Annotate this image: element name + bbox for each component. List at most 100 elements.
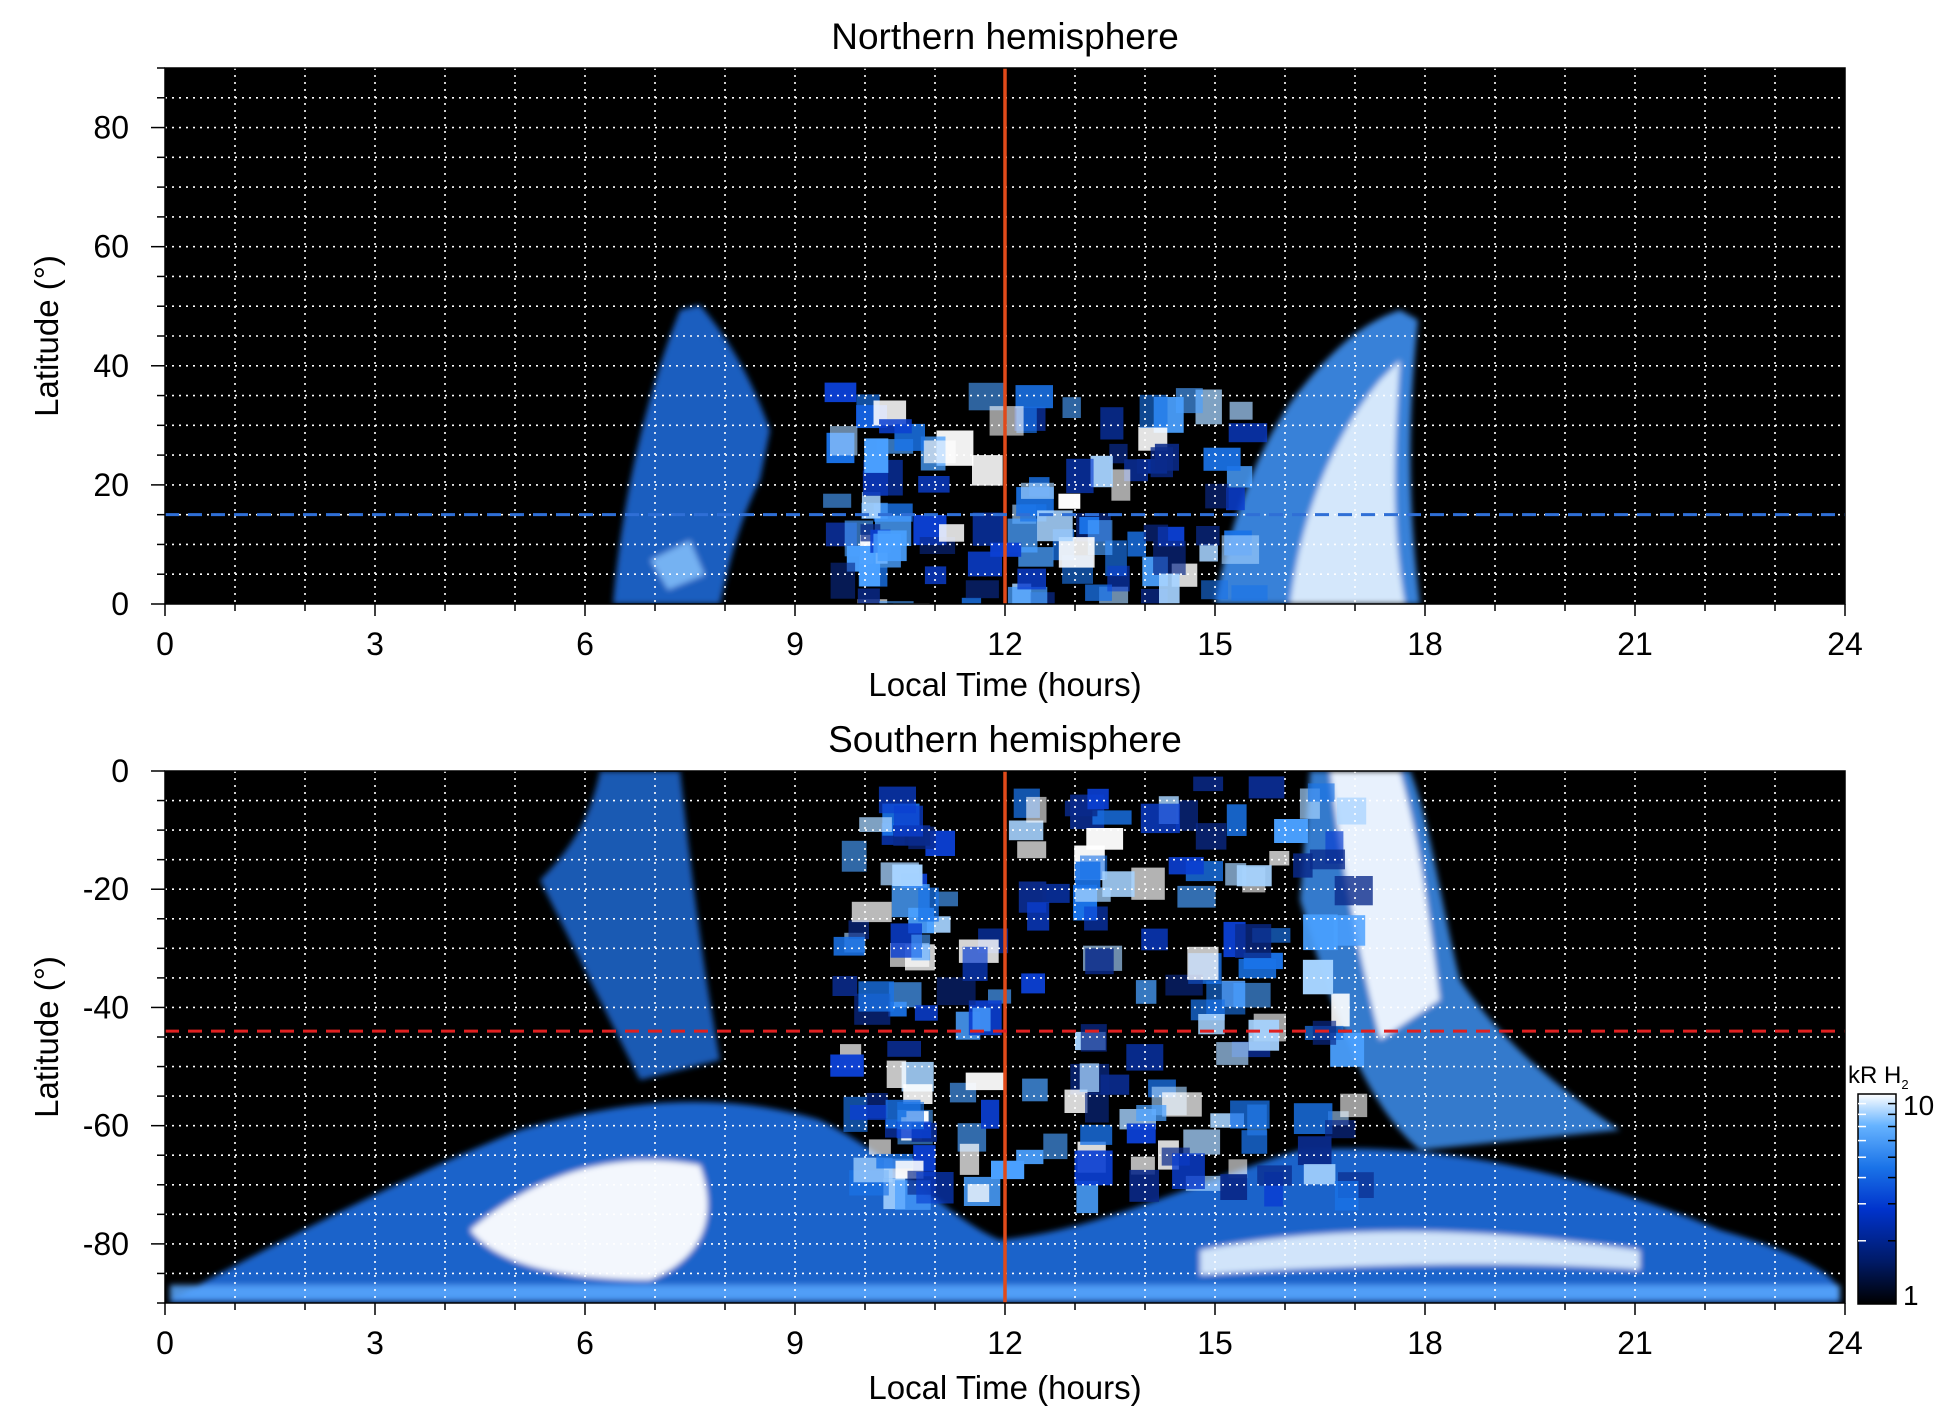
south-emission-patch <box>1135 980 1157 1004</box>
south-x-axis-label: Local Time (hours) <box>868 1369 1141 1406</box>
south-emission-patch <box>903 1084 933 1104</box>
north-emission-patch <box>1143 524 1169 542</box>
south-emission-patch <box>1235 924 1272 958</box>
south-emission-patch <box>936 977 976 1006</box>
south-patchy-layer <box>830 776 1374 1214</box>
south-emission-patch <box>1228 1159 1248 1179</box>
south-emission-patch <box>1079 1063 1100 1092</box>
south-x-tick-label: 12 <box>987 1325 1023 1361</box>
north-x-tick-label: 15 <box>1197 626 1233 662</box>
south-emission-patch <box>1233 982 1271 1008</box>
south-emission-patch <box>1177 885 1216 908</box>
south-emission-patch <box>1293 853 1313 878</box>
south-emission-patch <box>858 981 894 1012</box>
north-y-tick-label: 40 <box>93 348 129 384</box>
south-emission-patch <box>1312 1020 1337 1045</box>
north-y-ticks: 0 20 40 60 80 <box>93 67 165 622</box>
north-emission-patch <box>939 524 965 542</box>
north-emission-patch <box>1018 547 1054 567</box>
south-x-tick-label: 21 <box>1617 1325 1653 1361</box>
south-y-tick-label: -40 <box>83 989 129 1025</box>
south-emission-patch <box>1193 776 1224 792</box>
south-title: Southern hemisphere <box>828 719 1182 760</box>
south-emission-patch <box>859 817 892 832</box>
south-y-tick-label: 0 <box>111 753 129 789</box>
south-emission-patch <box>1165 974 1203 996</box>
south-emission-patch <box>868 1139 891 1155</box>
south-y-tick-label: -60 <box>83 1108 129 1144</box>
north-emission-patch <box>864 438 889 473</box>
south-dusk-bright <box>1330 771 1440 1040</box>
south-emission-patch <box>1085 1092 1109 1123</box>
south-emission-patch <box>1307 783 1335 802</box>
north-reference-lines <box>165 68 1845 604</box>
north-emission-patch <box>1058 537 1095 568</box>
north-emission-patch <box>1221 535 1260 564</box>
south-emission-patch <box>848 920 869 940</box>
south-emission-patch <box>1334 876 1373 906</box>
north-emission-patch <box>1062 397 1081 418</box>
north-emission-patch <box>1007 586 1048 604</box>
south-emission-patch <box>1140 803 1180 834</box>
south-emission-patch <box>1021 973 1045 994</box>
north-emission-patch <box>824 382 857 403</box>
north-emission-patch <box>1066 458 1094 494</box>
north-emission-patch <box>1205 483 1229 509</box>
colorbar-max-label: 10 <box>1903 1090 1934 1121</box>
south-emission-patch <box>886 1060 907 1088</box>
north-emission-patch <box>1127 531 1146 557</box>
north-y-tick-label: 20 <box>93 467 129 503</box>
south-emission-patch <box>892 864 923 886</box>
south-emission-patch <box>1027 902 1050 931</box>
north-emission-patch <box>873 533 901 568</box>
north-emission-patch <box>1231 585 1268 601</box>
north-emission-patch <box>1226 466 1253 488</box>
south-emission-patch <box>849 1105 887 1120</box>
north-emission-patch <box>893 603 930 604</box>
south-emission-patch <box>1241 1130 1268 1154</box>
north-emission-patch <box>1199 544 1218 562</box>
north-emission-patch <box>1017 568 1046 590</box>
south-x-tick-label: 9 <box>786 1325 804 1361</box>
south-emission-patch <box>1236 865 1272 887</box>
south-emission-patch <box>1303 914 1338 951</box>
south-emission-patch <box>991 1160 1025 1180</box>
south-emission-patch <box>1075 887 1111 902</box>
north-emission-patch <box>1015 385 1053 409</box>
south-x-tick-label: 24 <box>1827 1325 1863 1361</box>
north-x-tick-label: 18 <box>1407 626 1443 662</box>
south-emission-patch <box>1074 861 1101 889</box>
north-dawn-highlight <box>650 540 705 590</box>
south-y-tick-label: -20 <box>83 871 129 907</box>
north-emission-patch <box>961 597 982 604</box>
north-x-tick-label: 12 <box>987 626 1023 662</box>
south-emission-patch <box>833 936 865 956</box>
north-emission-patch <box>1196 526 1220 546</box>
north-emission-patch <box>830 562 856 599</box>
south-emission-patch <box>1333 915 1366 946</box>
south-emission-patch <box>1220 1174 1248 1200</box>
south-emission-patch <box>1172 1153 1205 1189</box>
south-emission-patch <box>1248 776 1285 799</box>
north-emission-patch <box>1228 423 1268 443</box>
south-emission-patch <box>1248 1019 1280 1051</box>
north-emission-patch <box>1175 388 1203 414</box>
south-y-axis-label: Latitude (°) <box>28 956 65 1118</box>
south-emission-patch <box>1017 841 1047 859</box>
south-emission-patch <box>1257 1165 1292 1186</box>
north-title: Northern hemisphere <box>831 16 1179 57</box>
south-emission-patch <box>1131 867 1165 900</box>
south-emission-patch <box>1136 1105 1167 1121</box>
south-x-tick-label: 18 <box>1407 1325 1443 1361</box>
south-emission-patch <box>1076 1180 1099 1214</box>
south-x-tick-label: 0 <box>156 1325 174 1361</box>
north-emission-patch <box>861 492 881 519</box>
north-y-tick-label: 0 <box>111 586 129 622</box>
north-x-tick-label: 0 <box>156 626 174 662</box>
north-emission-patch <box>879 601 914 604</box>
south-oval-band <box>1200 1231 1640 1275</box>
north-emission-patch <box>1226 487 1245 511</box>
south-emission-patch <box>1084 906 1108 931</box>
north-emission-patch <box>972 455 1003 486</box>
